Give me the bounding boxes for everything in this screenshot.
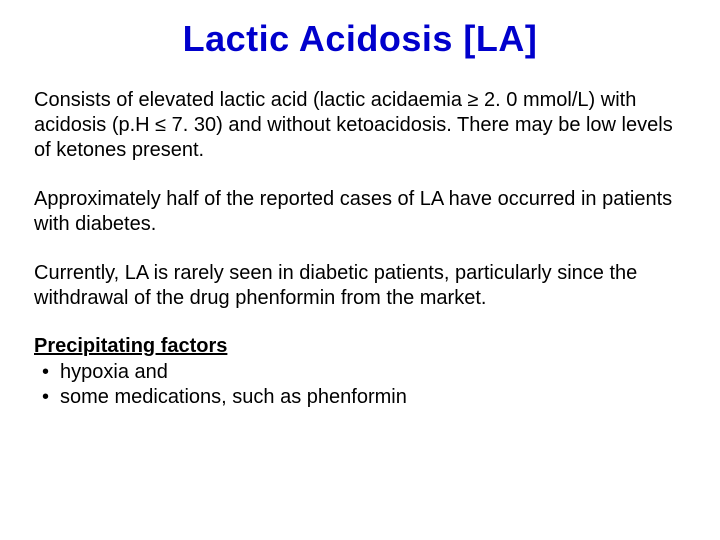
slide: Lactic Acidosis [LA] Consists of elevate… — [0, 0, 720, 540]
list-item: hypoxia and — [60, 360, 686, 385]
paragraph: Consists of elevated lactic acid (lactic… — [34, 88, 686, 163]
slide-title: Lactic Acidosis [LA] — [34, 18, 686, 60]
paragraph: Currently, LA is rarely seen in diabetic… — [34, 261, 686, 311]
paragraph: Approximately half of the reported cases… — [34, 187, 686, 237]
list-item: some medications, such as phenformin — [60, 385, 686, 410]
subheading: Precipitating factors — [34, 335, 686, 358]
bullet-list: hypoxia and some medications, such as ph… — [34, 360, 686, 410]
